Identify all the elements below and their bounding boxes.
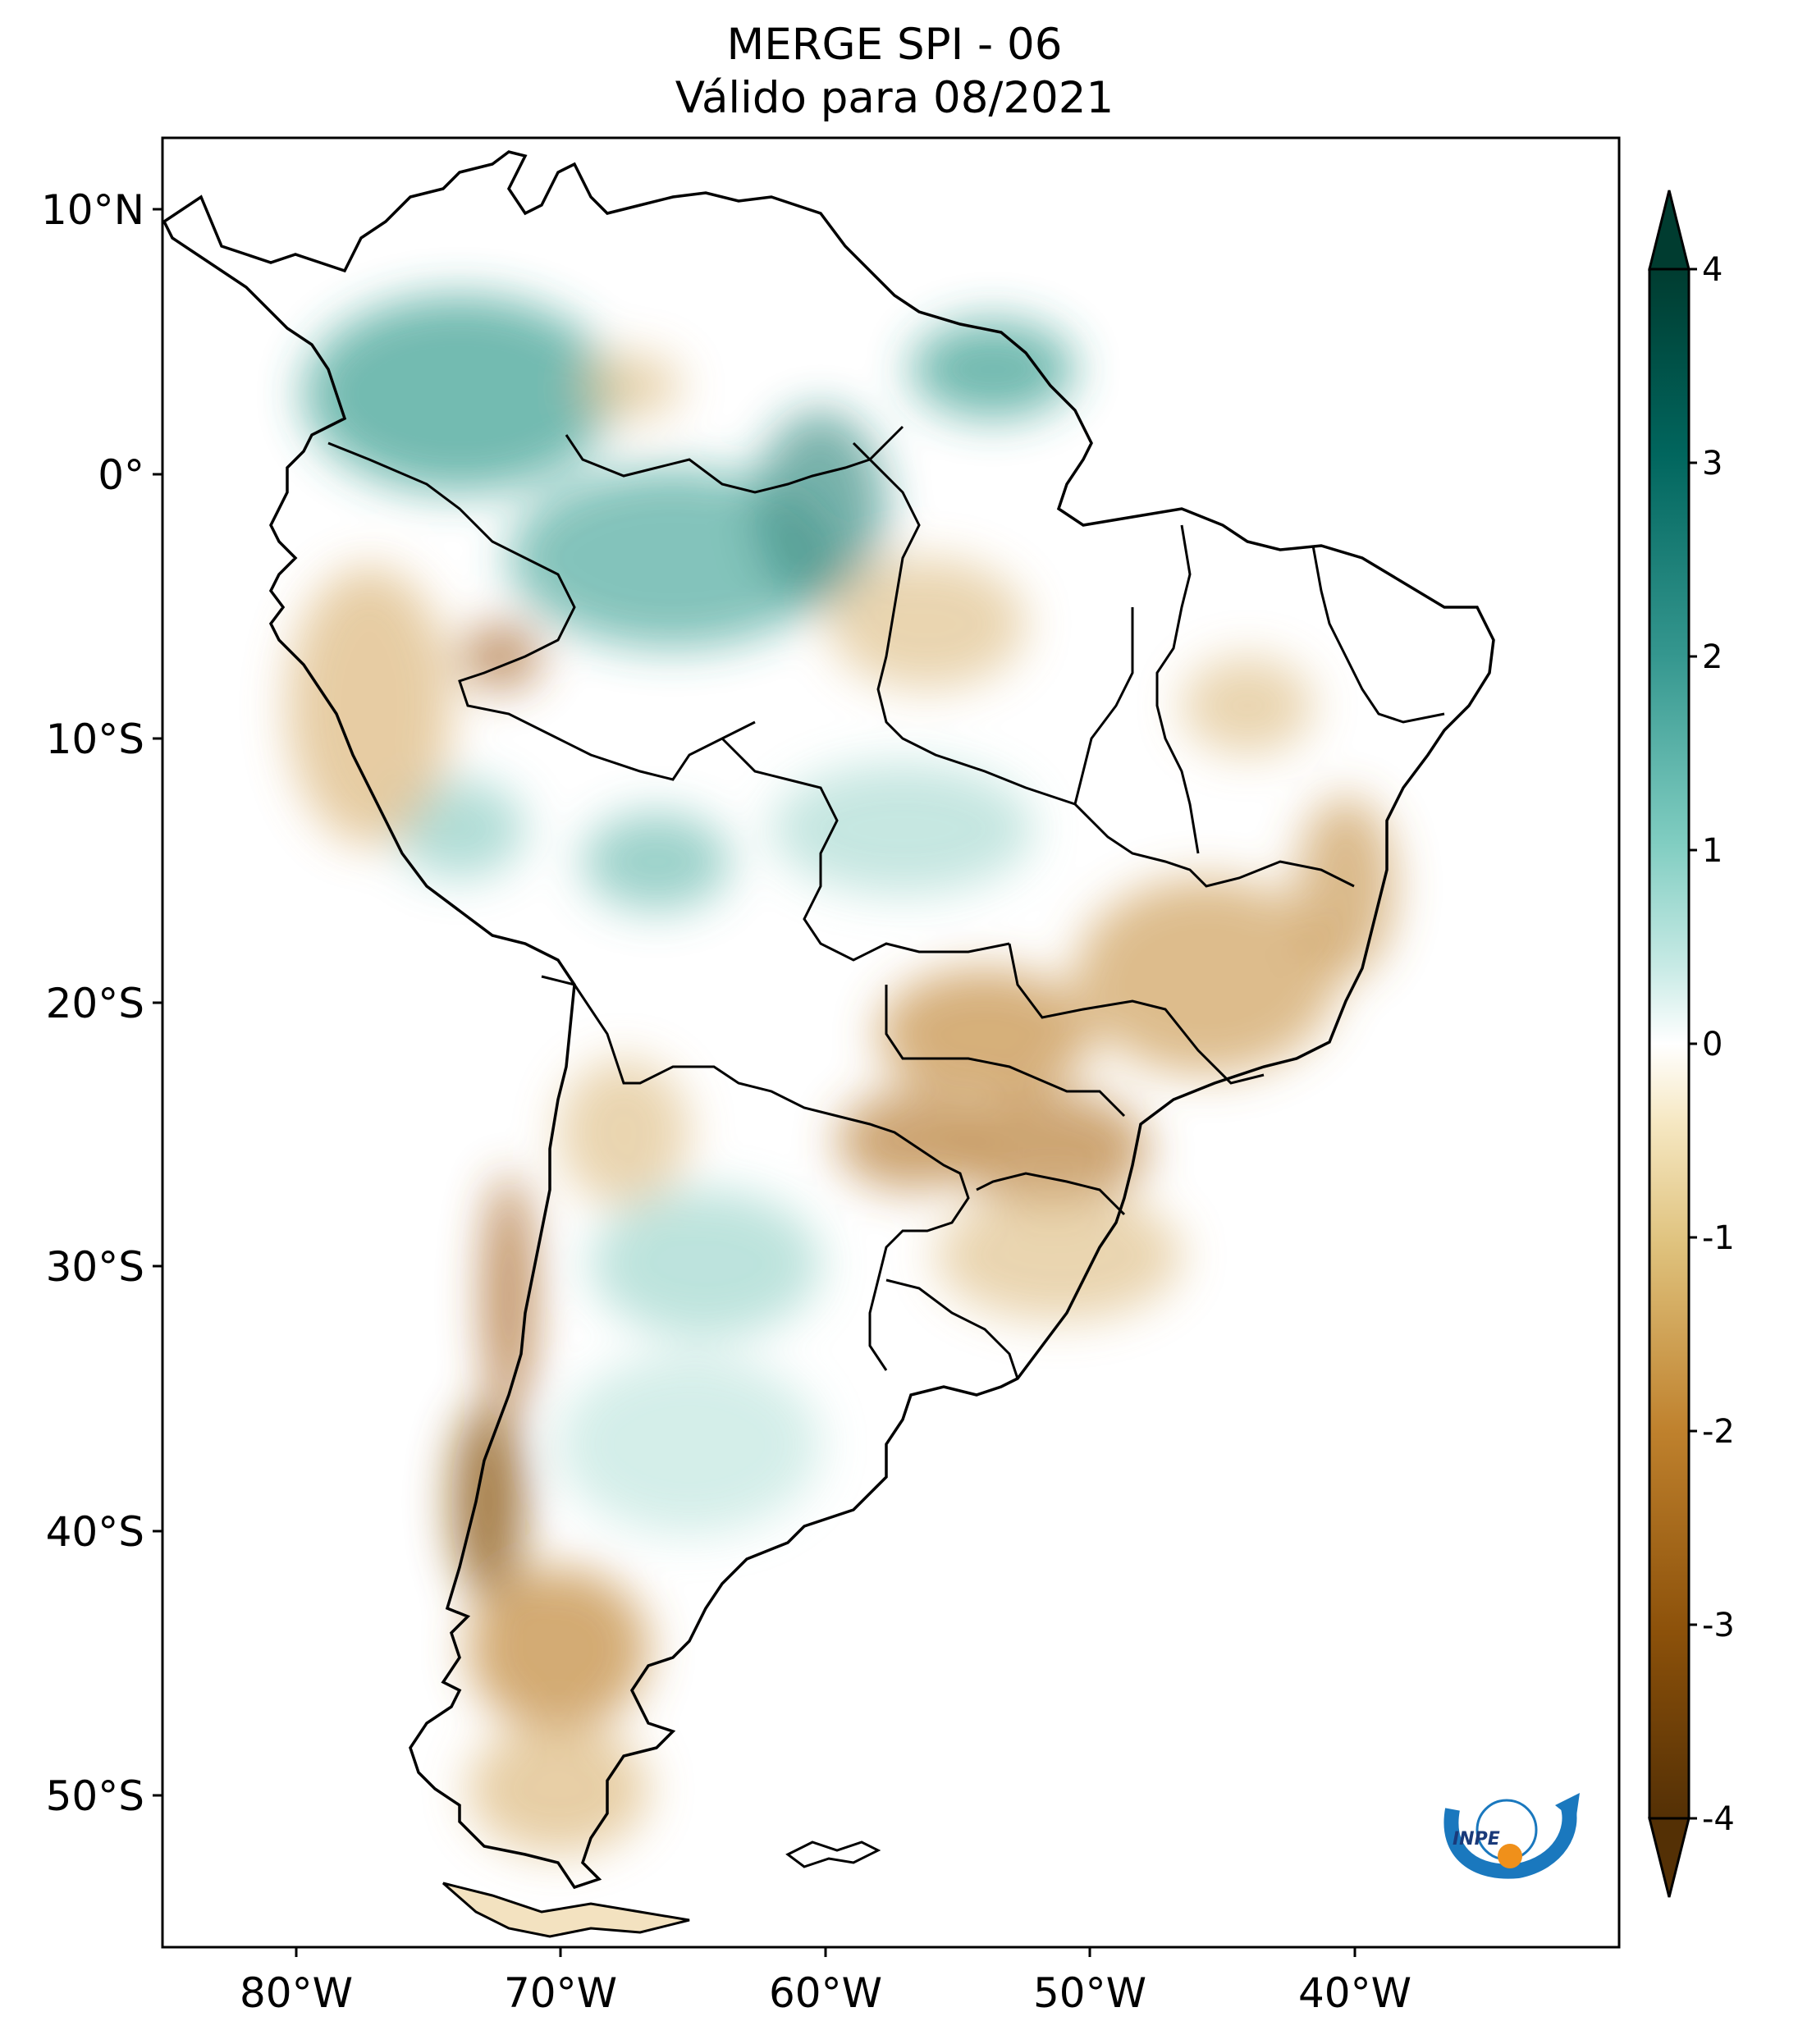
cb-label-4: 4 (1702, 251, 1723, 289)
colorbar-extend-bottom (1648, 1817, 1690, 1898)
lat-label-50s: 50°S (46, 1772, 144, 1820)
lat-label-40s: 40°S (46, 1508, 144, 1556)
lon-label-50w: 50°W (1033, 1969, 1146, 2017)
inpe-logo-icon (1443, 1803, 1577, 1879)
colorbar-tick-labels: 4 3 2 1 0 -1 -2 -3 -4 (1702, 251, 1735, 1838)
cb-label-neg4: -4 (1702, 1800, 1735, 1838)
lat-label-10n: 10°N (41, 186, 144, 234)
cb-label-3: 3 (1702, 445, 1723, 482)
lon-label-60w: 60°W (769, 1969, 882, 2017)
lon-label-40w: 40°W (1298, 1969, 1411, 2017)
map-title: MERGE SPI - 06 (726, 20, 1063, 70)
lat-label-20s: 20°S (46, 980, 144, 1027)
lat-tick-labels: 10°N 0° 10°S 20°S 30°S 40°S 50°S (41, 186, 144, 1820)
cb-label-0: 0 (1702, 1026, 1723, 1063)
cb-label-2: 2 (1702, 638, 1723, 676)
inpe-logo-text: INPE (1453, 1829, 1500, 1850)
lat-label-0: 0° (98, 451, 144, 499)
lon-tick-marks (295, 1947, 1357, 1957)
lat-label-30s: 30°S (46, 1243, 144, 1291)
lat-tick-marks (153, 208, 162, 1797)
south-america-outline (162, 150, 1495, 1890)
lat-label-10s: 10°S (46, 716, 144, 763)
map-frame (161, 136, 1621, 1949)
cb-label-1: 1 (1702, 832, 1723, 870)
colorbar-extend-top (1648, 190, 1690, 271)
map-subtitle: Válido para 08/2021 (675, 73, 1114, 123)
lon-label-80w: 80°W (240, 1969, 353, 2017)
internal-borders (327, 425, 1445, 1379)
cb-label-neg1: -1 (1702, 1219, 1735, 1257)
inpe-logo: INPE (1443, 1793, 1580, 1879)
spi-field (162, 138, 1619, 1947)
lon-tick-labels: 80°W 70°W 60°W 50°W 40°W (240, 1969, 1411, 2017)
cb-label-neg2: -2 (1702, 1413, 1735, 1451)
cb-label-neg3: -3 (1702, 1607, 1735, 1644)
lon-label-70w: 70°W (504, 1969, 617, 2017)
tierra-del-fuego (442, 1882, 690, 1938)
colorbar: 4 3 2 1 0 -1 -2 -3 -4 (1648, 190, 1735, 1898)
falkland-islands (785, 1841, 881, 1868)
